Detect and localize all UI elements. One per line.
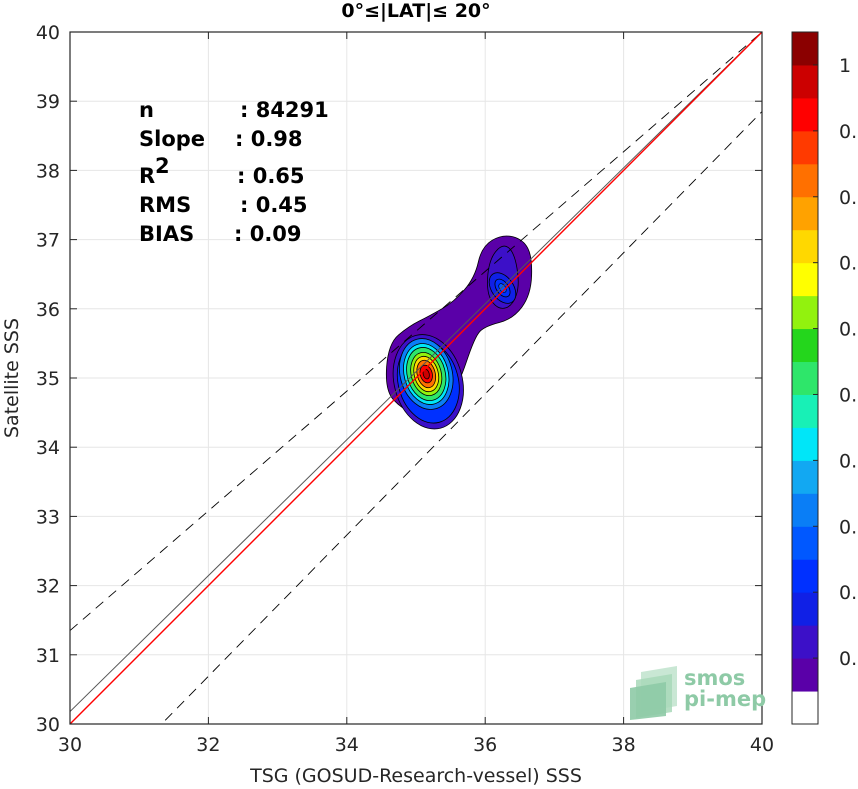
colorbar-tick-label: 0.4 bbox=[839, 450, 858, 472]
y-tick-label: 36 bbox=[36, 299, 60, 321]
y-tick-label: 35 bbox=[36, 368, 60, 390]
logo-line1: smos bbox=[684, 666, 745, 690]
colorbar: 0.1 0.2 0.3 0.4 0.5 0.6 0.7 0.8 0.9 1 bbox=[791, 31, 858, 725]
density-contours bbox=[385, 235, 533, 430]
smos-pi-mep-logo: smos pi-mep bbox=[630, 666, 766, 720]
y-axis-label: Satellite SSS bbox=[1, 318, 23, 438]
stat-label-r: R bbox=[139, 164, 155, 188]
colorbar-tick-label: 0.2 bbox=[839, 582, 858, 604]
identity-line bbox=[70, 32, 762, 724]
stats-box: n : 84291 Slope : 0.98 R 2 : 0.65 RMS : 0.45 BIAS… bbox=[139, 98, 329, 246]
colorbar-segment bbox=[792, 163, 818, 198]
colorbar-frame bbox=[791, 31, 819, 725]
logo-line2: pi-mep bbox=[684, 687, 766, 711]
x-tick-label: 30 bbox=[58, 734, 82, 756]
colorbar-segment bbox=[792, 691, 818, 725]
colorbar-segment bbox=[792, 130, 818, 165]
colorbar-segment bbox=[792, 658, 818, 692]
y-tick-label: 37 bbox=[36, 230, 60, 252]
y-tick-label: 39 bbox=[36, 91, 60, 113]
stat-value-r: : 0.65 bbox=[237, 164, 305, 188]
x-tick-label: 36 bbox=[473, 734, 497, 756]
stat-value-slope: : 0.98 bbox=[235, 127, 303, 151]
x-tick-label: 34 bbox=[335, 734, 359, 756]
colorbar-tick-label: 0.5 bbox=[839, 384, 858, 406]
colorbar-segment bbox=[792, 328, 818, 363]
stat-label-rms: RMS bbox=[139, 193, 191, 217]
x-tick-label: 32 bbox=[196, 734, 220, 756]
y-tick-label: 33 bbox=[36, 506, 60, 528]
colorbar-segment bbox=[792, 460, 818, 494]
colorbar-segment bbox=[792, 64, 818, 99]
colorbar-segment bbox=[792, 625, 818, 659]
y-tick-label: 32 bbox=[36, 576, 60, 598]
stat-value-n: : 84291 bbox=[240, 98, 329, 122]
stat-label-n: n bbox=[139, 98, 154, 122]
stat-label-bias: BIAS bbox=[139, 222, 194, 246]
colorbar-segment bbox=[792, 295, 818, 330]
colorbar-tick-label: 0.9 bbox=[839, 121, 858, 143]
y-tick-label: 40 bbox=[36, 22, 60, 44]
colorbar-tick-label: 0.3 bbox=[839, 516, 858, 538]
colorbar-segment bbox=[792, 229, 818, 264]
colorbar-segment bbox=[792, 526, 818, 560]
reference-lines bbox=[70, 32, 762, 724]
chart-title: 0°≤|LAT|≤ 20° bbox=[341, 0, 490, 22]
x-axis-label: TSG (GOSUD-Research-vessel) SSS bbox=[249, 765, 582, 787]
axis-ticks: 30 32 34 36 38 40 30 31 32 33 34 35 36 37 38 39 40 bbox=[36, 22, 774, 756]
colorbar-segment bbox=[792, 262, 818, 297]
colorbar-segment bbox=[792, 427, 818, 461]
colorbar-tick-label: 1 bbox=[839, 55, 851, 77]
colorbar-segment bbox=[792, 592, 818, 626]
stat-value-rms: : 0.45 bbox=[240, 193, 308, 217]
colorbar-tick-label: 0.6 bbox=[839, 319, 858, 341]
stat-value-bias: : 0.09 bbox=[234, 222, 302, 246]
colorbar-tick-label: 0.7 bbox=[839, 253, 858, 275]
colorbar-segment bbox=[792, 493, 818, 527]
grid bbox=[69, 31, 763, 725]
y-tick-label: 30 bbox=[36, 714, 60, 736]
x-tick-label: 40 bbox=[750, 734, 774, 756]
y-tick-label: 38 bbox=[36, 160, 60, 182]
envelope-line bbox=[160, 111, 762, 724]
colorbar-segment bbox=[792, 559, 818, 593]
stat-label-slope: Slope bbox=[139, 127, 205, 151]
colorbar-tick-label: 0.1 bbox=[839, 648, 858, 670]
colorbar-segment bbox=[792, 394, 818, 428]
colorbar-tick-label: 0.8 bbox=[839, 187, 858, 209]
colorbar-segment bbox=[792, 361, 818, 395]
x-tick-label: 38 bbox=[612, 734, 636, 756]
colorbar-segment bbox=[792, 97, 818, 132]
fit-line bbox=[70, 32, 762, 712]
colorbar-segment bbox=[792, 32, 818, 66]
y-tick-label: 31 bbox=[36, 645, 60, 667]
colorbar-segment bbox=[792, 196, 818, 231]
y-tick-label: 34 bbox=[36, 437, 60, 459]
stat-superscript: 2 bbox=[155, 154, 170, 178]
logo-mark-icon bbox=[630, 666, 677, 720]
